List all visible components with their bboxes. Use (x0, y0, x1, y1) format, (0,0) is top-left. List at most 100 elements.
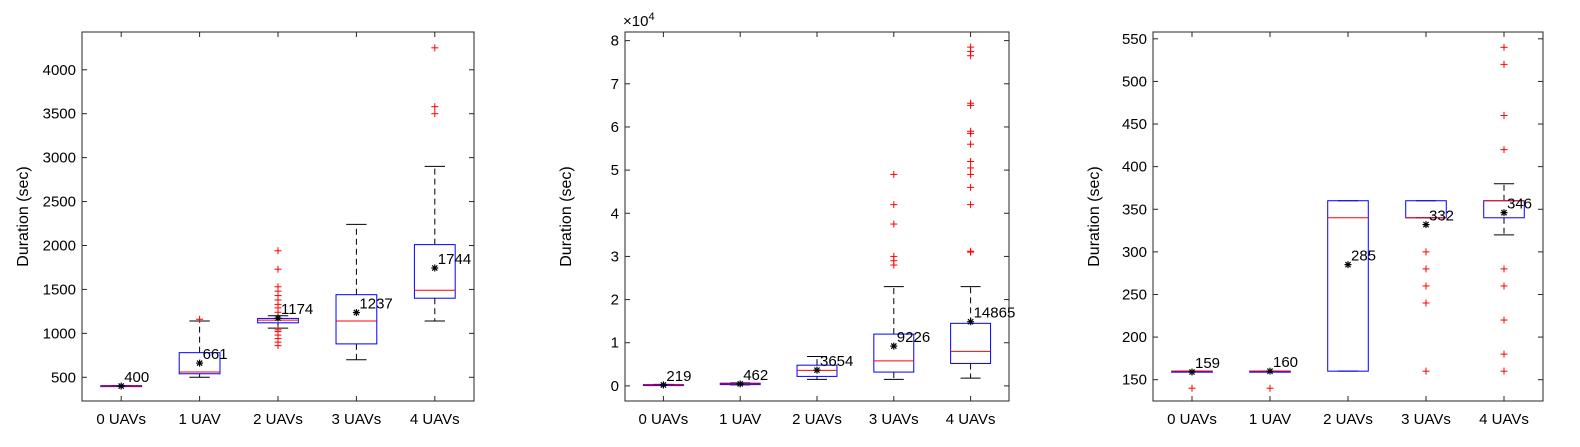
box-iqr (413, 244, 456, 299)
mean-label: 9226 (897, 329, 930, 346)
outlier-point (1500, 282, 1508, 290)
outlier-point (890, 201, 898, 209)
outlier-point (274, 326, 282, 334)
mean-marker (813, 366, 821, 374)
x-tick-label: 4 UAVs (410, 411, 460, 428)
outlier-point (967, 183, 975, 191)
y-tick-label: 4 (611, 205, 619, 222)
outlier-point (967, 157, 975, 165)
outlier-point (967, 170, 975, 178)
y-tick-label: 3 (611, 248, 619, 265)
y-tick-label: 8 (611, 33, 619, 50)
x-tick-label: 0 UAVs (96, 411, 146, 428)
mean-marker (1266, 367, 1274, 375)
outlier-point (274, 283, 282, 291)
mean-marker (274, 314, 282, 322)
x-tick-label: 1 UAV (719, 411, 761, 428)
box-2: 160 (1249, 354, 1298, 392)
y-tick-label: 500 (51, 369, 76, 386)
y-exponent-label: ×104 (623, 11, 655, 30)
box-iqr (1327, 200, 1369, 372)
outlier-point (1422, 282, 1430, 290)
mean-label: 1744 (438, 251, 471, 268)
mean-marker (352, 309, 360, 317)
mean-label: 285 (1351, 248, 1376, 265)
y-tick-label: 300 (1122, 244, 1147, 261)
outlier-point (274, 265, 282, 273)
mean-label: 462 (743, 367, 768, 384)
outlier-point (274, 247, 282, 255)
outlier-point (1500, 316, 1508, 324)
y-axis-label: Duration (sec) (1086, 166, 1103, 266)
x-tick-label: 3 UAVs (869, 411, 919, 428)
mean-marker (117, 382, 125, 390)
y-tick-label: 4000 (43, 62, 76, 79)
box-4: 1237 (335, 223, 393, 361)
outlier-point (1422, 248, 1430, 256)
box-4: 332 (1405, 200, 1454, 375)
box-4: 9226 (873, 170, 930, 380)
y-tick-label: 2500 (43, 194, 76, 211)
axes-frame (1152, 31, 1544, 402)
outlier-point (967, 43, 975, 51)
outlier-point (431, 44, 439, 52)
outlier-point (1500, 60, 1508, 68)
mean-marker (736, 380, 744, 388)
x-tick-label: 1 UAV (178, 411, 220, 428)
box-5: 14865 (950, 43, 1015, 379)
y-tick-label: 1 (611, 335, 619, 352)
box-1: 400 (100, 369, 149, 390)
mean-marker (1500, 209, 1508, 217)
outlier-point (196, 315, 204, 323)
mean-label: 661 (203, 346, 228, 363)
axes-frame (624, 31, 1010, 402)
chart-panel-3: 150 200 250 300 350 400 450 500 550 0 UAVs 1 UAV 2 … (1086, 31, 1544, 428)
outlier-point (967, 99, 975, 107)
y-tick-label: 1500 (43, 281, 76, 298)
box-1: 219 (642, 368, 691, 389)
outlier-point (431, 103, 439, 111)
mean-label: 1237 (359, 296, 392, 313)
x-tick-label: 0 UAVs (1167, 411, 1217, 428)
outlier-point (967, 164, 975, 172)
mean-label: 219 (666, 368, 691, 385)
outlier-point (1500, 350, 1508, 358)
mean-marker (967, 318, 975, 326)
outlier-point (1500, 43, 1508, 51)
mean-marker (890, 342, 898, 350)
y-tick-label: 500 (1122, 73, 1147, 90)
outlier-point (1500, 112, 1508, 120)
x-tick-label: 1 UAV (1249, 411, 1291, 428)
x-tick-label: 2 UAVs (253, 411, 303, 428)
y-tick-label: 2 (611, 292, 619, 309)
mean-marker (1422, 221, 1430, 229)
outlier-point (967, 140, 975, 148)
box-3: 3654 (796, 353, 853, 380)
x-tick-label: 4 UAVs (1479, 411, 1529, 428)
y-axis-label: Duration (sec) (558, 166, 575, 266)
y-tick-label: 150 (1122, 372, 1147, 389)
outlier-point (1500, 367, 1508, 375)
box-5: 346 (1483, 43, 1532, 375)
y-tick-label: 2000 (43, 237, 76, 254)
y-tick-label: 0 (611, 378, 619, 395)
box-iqr (950, 322, 992, 364)
y-exponent-power: 4 (648, 11, 654, 23)
outlier-point (1422, 299, 1430, 307)
mean-label: 159 (1195, 355, 1220, 372)
outlier-point (1500, 265, 1508, 273)
outlier-point (1422, 367, 1430, 375)
mean-marker (1188, 368, 1196, 376)
x-tick-label: 2 UAVs (1323, 411, 1373, 428)
mean-label: 3654 (820, 353, 853, 370)
mean-marker (659, 381, 667, 389)
x-tick-label: 3 UAVs (332, 411, 382, 428)
mean-label: 332 (1429, 208, 1454, 225)
y-tick-label: 5 (611, 162, 619, 179)
mean-marker (431, 264, 439, 272)
y-tick-label: 6 (611, 119, 619, 136)
mean-label: 400 (124, 369, 149, 386)
y-tick-label: 550 (1122, 31, 1147, 48)
outlier-point (1188, 384, 1196, 392)
